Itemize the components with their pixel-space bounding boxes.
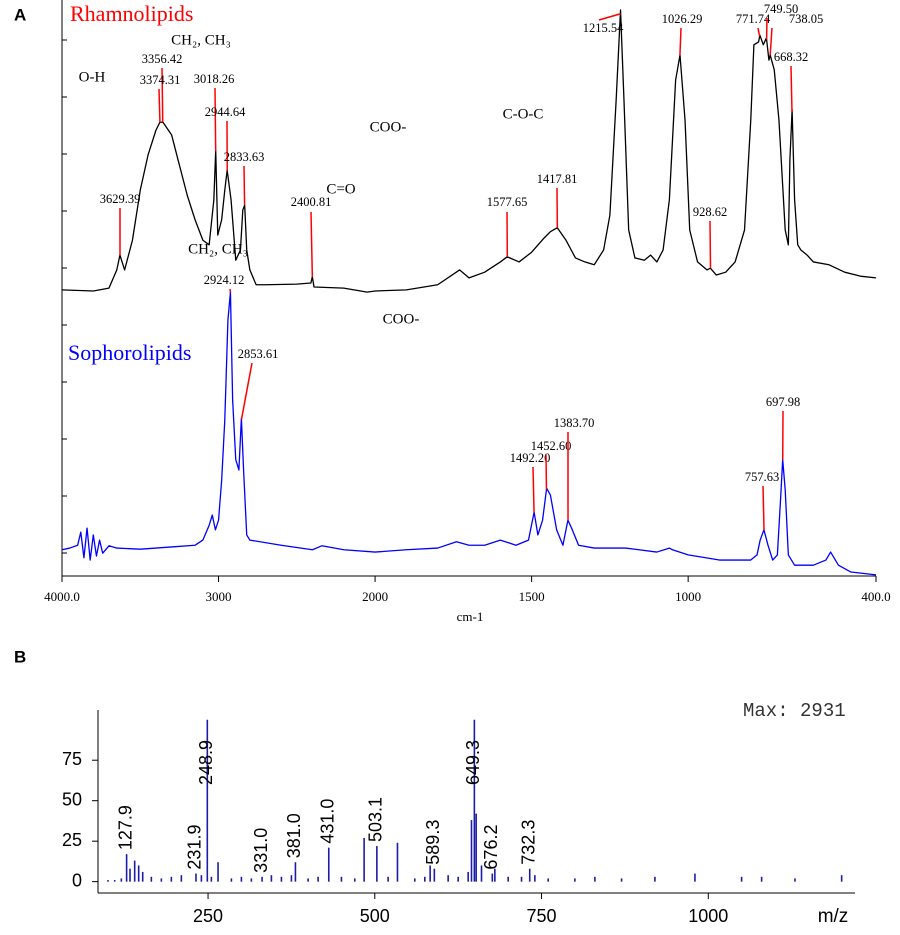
peak-label: 757.63 xyxy=(745,470,779,484)
peak-label: 381.0 xyxy=(284,813,304,858)
peak-label: 771.74 xyxy=(736,12,771,26)
peak-label: 231.9 xyxy=(185,825,205,870)
peak-label: 2853.61 xyxy=(238,347,279,361)
peak-marker xyxy=(243,165,246,206)
y-tick-label: 25 xyxy=(62,830,82,850)
peak-marker xyxy=(757,27,761,37)
annotation: C=O xyxy=(326,181,355,197)
peak-label: 1577.65 xyxy=(487,195,528,209)
annotation: CH₂, CH₃ xyxy=(171,32,231,48)
annotation: O-H xyxy=(79,69,106,85)
peak-label: 1383.70 xyxy=(554,416,595,430)
series-name: Rhamnolipids xyxy=(70,1,193,26)
x-tick-label: 1000 xyxy=(688,906,728,926)
peak-label: 3629.39 xyxy=(100,192,141,206)
x-axis-label: cm-1 xyxy=(457,609,484,624)
peak-marker xyxy=(161,67,164,123)
x-tick-label: 2000 xyxy=(362,589,388,604)
x-tick-label: 250 xyxy=(193,906,223,926)
peak-label: 1492.20 xyxy=(510,451,551,465)
x-tick-label: 750 xyxy=(527,906,557,926)
peak-label: 248.9 xyxy=(196,740,216,785)
y-tick-label: 50 xyxy=(62,789,82,809)
x-tick-label: 4000.0 xyxy=(44,589,80,604)
peak-marker xyxy=(240,362,253,420)
peak-marker xyxy=(769,27,773,56)
peak-marker xyxy=(532,466,535,513)
peak-label: 668.32 xyxy=(774,50,808,64)
peak-marker xyxy=(158,88,161,123)
peak-label: 2924.12 xyxy=(204,273,245,287)
x-tick-label: 3000 xyxy=(206,589,232,604)
peak-label: 1215.54 xyxy=(583,21,624,35)
peak-label: 1026.29 xyxy=(662,12,703,26)
peak-label: 3356.42 xyxy=(142,52,183,66)
peak-label: 2944.64 xyxy=(205,105,246,119)
y-tick-label: 0 xyxy=(72,870,82,890)
peak-label: 749.50 xyxy=(764,2,798,16)
peak-label: 3018.26 xyxy=(194,72,235,86)
peak-label: 1452.60 xyxy=(531,439,572,453)
peak-label: 732.3 xyxy=(518,820,538,865)
peak-label: 2400.81 xyxy=(291,195,332,209)
peak-marker xyxy=(709,220,712,269)
annotation: CH₂, CH₃ xyxy=(188,241,248,257)
peak-marker xyxy=(598,13,621,21)
peak-marker xyxy=(762,485,765,531)
annotation: C-O-C xyxy=(503,106,544,122)
annotation: COO- xyxy=(383,311,420,327)
x-tick-label: 500 xyxy=(360,906,390,926)
max-label: Max: 2931 xyxy=(743,700,846,722)
panel-label: B xyxy=(14,647,26,666)
peak-marker xyxy=(214,87,217,152)
series-name: Sophorolipids xyxy=(68,340,191,365)
peak-label: 676.2 xyxy=(481,825,501,870)
peak-label: 2833.63 xyxy=(224,150,265,164)
peak-marker xyxy=(310,211,314,277)
peak-label: 431.0 xyxy=(318,799,338,844)
x-tick-label: 400.0 xyxy=(861,589,890,604)
y-tick-label: 75 xyxy=(62,749,82,769)
spectrum-line xyxy=(61,9,877,293)
peak-label: 127.9 xyxy=(115,805,135,850)
peak-label: 503.1 xyxy=(366,797,386,842)
peak-label: 697.98 xyxy=(766,395,800,409)
panel-label: A xyxy=(14,5,26,24)
peak-label: 738.05 xyxy=(789,12,823,26)
peak-marker xyxy=(790,65,793,113)
peak-label: 3374.31 xyxy=(140,73,181,87)
annotation: COO- xyxy=(370,119,407,135)
peak-label: 589.3 xyxy=(423,820,443,865)
x-tick-label: 1500 xyxy=(519,589,545,604)
peak-label: 928.62 xyxy=(693,205,727,219)
peak-label: 649.3 xyxy=(463,740,483,785)
peak-label: 331.0 xyxy=(251,828,271,873)
peak-label: 1417.81 xyxy=(537,172,578,186)
x-axis-label: m/z xyxy=(818,906,849,927)
peak-marker xyxy=(679,27,682,56)
x-tick-label: 1000 xyxy=(675,589,701,604)
spectrum-line xyxy=(61,291,877,576)
